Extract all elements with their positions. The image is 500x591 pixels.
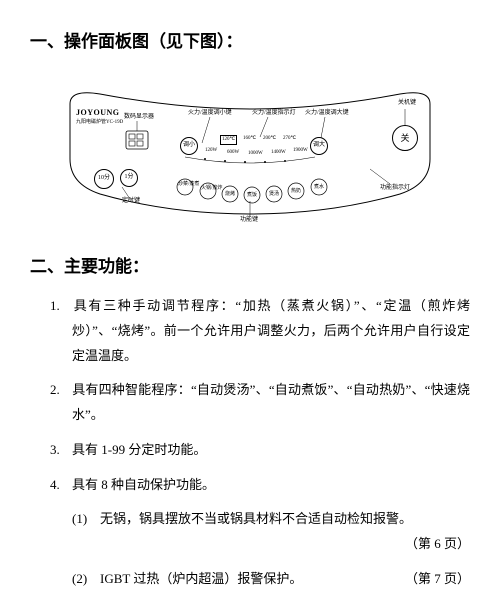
brand-label: JOYOUNG bbox=[76, 107, 120, 120]
sub-page-2: （第 7 页） bbox=[405, 567, 470, 591]
section-1-heading: 一、操作面板图（见下图）： bbox=[30, 28, 470, 55]
temp-1: 160℃ bbox=[243, 135, 256, 143]
sub-num-2: (2) bbox=[72, 567, 100, 591]
feature-item-1: 1.具有三种手动调节程序：“加热（蒸煮火锅）”、“定温（煎炸烤炒）”、“烧烤”。… bbox=[72, 294, 470, 368]
feature-text-2: 具有四种智能程序：“自动煲汤”、“自动煮饭”、“自动热奶”、“快速烧水”。 bbox=[72, 382, 470, 422]
sub-item-2: (2)IGBT 过热（炉内超温）报警保护。 （第 7 页） bbox=[72, 567, 470, 591]
label-timer: 定时键 bbox=[122, 197, 140, 207]
feature-text-3: 具有 1-99 分定时功能。 bbox=[72, 442, 206, 457]
sub-num-1: (1) bbox=[72, 507, 100, 532]
label-power-up: 火力/温度调大键 bbox=[305, 109, 349, 119]
func-0: 炒菜/蒸煮 bbox=[178, 182, 192, 187]
func-5: 热奶 bbox=[291, 188, 301, 196]
func-6: 煮水 bbox=[314, 184, 324, 192]
feature-item-2: 2.具有四种智能程序：“自动煲汤”、“自动煮饭”、“自动热奶”、“快速烧水”。 bbox=[72, 378, 470, 427]
temp-0: 120℃ bbox=[220, 135, 237, 145]
control-panel-diagram: JOYOUNG 九阳电磁炉管YC-19D 数码显示器 火力/温度调小键 火力/温… bbox=[30, 69, 470, 239]
sub-page-1: （第 6 页） bbox=[405, 532, 470, 557]
label-func: 功能键 bbox=[240, 216, 258, 226]
feature-item-3: 3.具有 1-99 分定时功能。 bbox=[72, 438, 470, 463]
watt-1: 600W bbox=[227, 149, 239, 157]
label-func-ind: 功能指示灯 bbox=[380, 184, 410, 194]
func-3: 煮饭 bbox=[247, 192, 257, 200]
feature-text-1: 具有三种手动调节程序：“加热（蒸煮火锅）”、“定温（煎炸烤炒）”、“烧烤”。前一… bbox=[72, 298, 470, 362]
watt-2: 1000W bbox=[248, 150, 263, 158]
temp-3: 270℃ bbox=[283, 135, 296, 143]
func-1: 火锅/煎炸 bbox=[201, 186, 215, 191]
label-digital: 数码显示器 bbox=[124, 113, 154, 123]
watt-3: 1400W bbox=[271, 149, 286, 157]
feature-text-4: 具有 8 种自动保护功能。 bbox=[72, 477, 215, 492]
sub-item-1: (1)无锅，锅具摆放不当或锅具材料不合适自动检知报警。 （第 6 页） bbox=[72, 507, 470, 556]
feature-item-4: 4.具有 8 种自动保护功能。 bbox=[72, 473, 470, 498]
btn-off[interactable]: 关 bbox=[392, 125, 418, 151]
sub-text-1: 无锅，锅具摆放不当或锅具材料不合适自动检知报警。 bbox=[100, 511, 412, 526]
label-power-ind: 火力/温度指示灯 bbox=[252, 109, 296, 119]
func-2: 烧烤 bbox=[225, 191, 235, 199]
sub-text-2: IGBT 过热（炉内超温）报警保护。 bbox=[100, 571, 302, 586]
temp-2: 200℃ bbox=[263, 135, 276, 143]
label-power-down: 火力/温度调小键 bbox=[188, 109, 232, 119]
watt-4: 1900W bbox=[293, 147, 308, 155]
section-2-heading: 二、主要功能： bbox=[30, 253, 470, 280]
feature-list: 1.具有三种手动调节程序：“加热（蒸煮火锅）”、“定温（煎炸烤炒）”、“烧烤”。… bbox=[30, 294, 470, 591]
model-label: 九阳电磁炉管YC-19D bbox=[76, 119, 123, 127]
watt-0: 120W bbox=[205, 147, 217, 155]
label-off: 关机键 bbox=[398, 99, 416, 109]
func-4: 煲汤 bbox=[269, 191, 279, 199]
